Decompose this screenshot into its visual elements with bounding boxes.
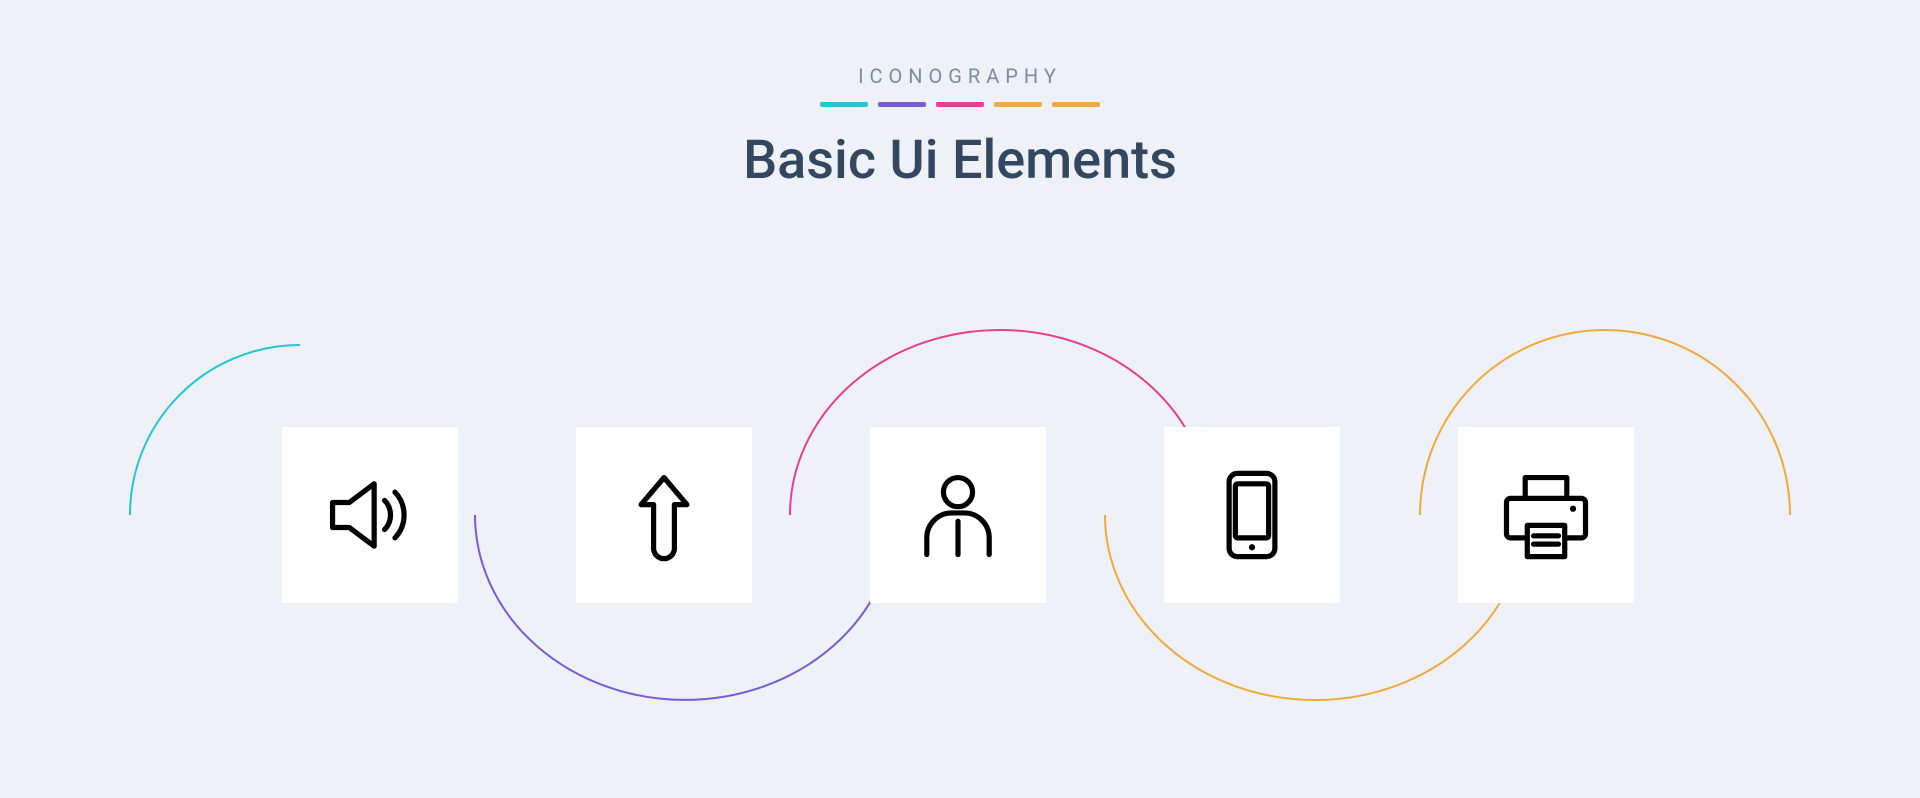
brand-bar-4: [994, 102, 1042, 107]
icon-card-printer: [1458, 427, 1634, 603]
brand-bars: [0, 102, 1920, 107]
icon-card-phone: [1164, 427, 1340, 603]
header: ICONOGRAPHY Basic Ui Elements: [0, 0, 1920, 192]
arrow-up-icon: [612, 463, 716, 567]
phone-icon: [1200, 463, 1304, 567]
brand-bar-2: [878, 102, 926, 107]
brand-bar-3: [936, 102, 984, 107]
page-title: Basic Ui Elements: [0, 129, 1920, 192]
icon-card-avatar: [870, 427, 1046, 603]
wave-seg-teal: [130, 345, 300, 515]
speaker-icon: [318, 463, 422, 567]
avatar-icon: [906, 463, 1010, 567]
brand-bar-1: [820, 102, 868, 107]
printer-icon: [1494, 463, 1598, 567]
brand-bar-5: [1052, 102, 1100, 107]
icon-stage: [0, 300, 1920, 730]
icon-card-arrow-up: [576, 427, 752, 603]
icon-card-speaker: [282, 427, 458, 603]
brand-label: ICONOGRAPHY: [0, 64, 1920, 88]
